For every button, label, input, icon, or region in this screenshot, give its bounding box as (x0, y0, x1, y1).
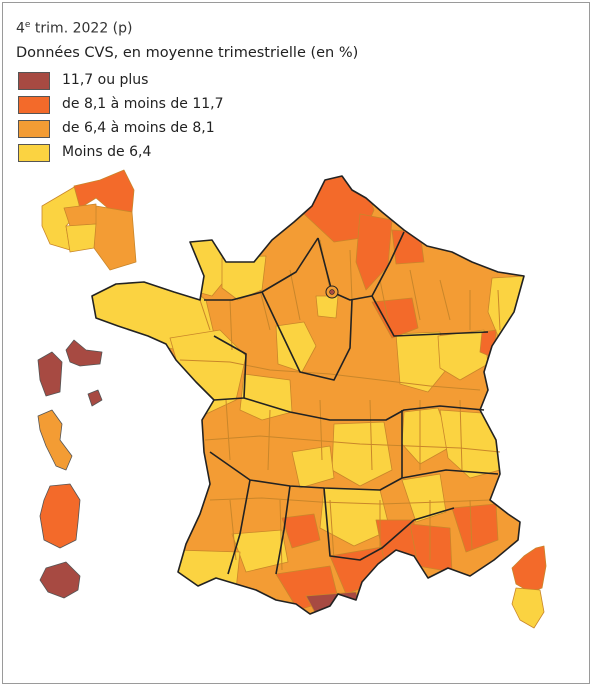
paris-marker (325, 285, 339, 299)
department-lines (179, 239, 501, 571)
reunion-shape (39, 561, 81, 599)
zone-limousin (291, 445, 335, 489)
legend-swatch (18, 120, 50, 138)
martinique-shape (37, 409, 73, 471)
zone-west-centre (239, 373, 293, 421)
zone-haute-corse (511, 545, 547, 593)
mainland-france (91, 175, 525, 615)
zone-paris-inset-south (65, 223, 97, 253)
zone-pyrenees-orientales (305, 591, 363, 614)
legend-label: 11,7 ou plus (62, 72, 149, 88)
region-borders (204, 231, 499, 575)
overseas-territories (37, 339, 103, 599)
paris-inset (41, 169, 137, 271)
zone-var-alpes-maritimes (451, 503, 499, 553)
zone-centre (275, 321, 317, 373)
zone-aube (371, 297, 419, 339)
zone-tarn (281, 513, 321, 549)
mainland-outline (91, 175, 525, 615)
legend-label: de 6,4 à moins de 8,1 (62, 120, 215, 136)
zone-paris-inset-center (63, 203, 97, 227)
zone-franche-comte (437, 329, 489, 381)
zone-picardie (355, 213, 393, 291)
legend-label: Moins de 6,4 (62, 144, 152, 160)
zone-bouches-du-rhone (409, 523, 453, 573)
legend-swatch (18, 72, 50, 90)
zone-corse-du-sud (511, 587, 545, 629)
zone-burgundy (395, 331, 447, 393)
zone-drome (401, 473, 447, 523)
zone-paris-west (315, 295, 339, 319)
legend-swatch (18, 96, 50, 114)
period-label: 4e trim. 2022 (p) (16, 20, 133, 37)
guadeloupe-shape (37, 339, 103, 407)
guyane-shape (39, 483, 81, 549)
map-subtitle: Données CVS, en moyenne trimestrielle (e… (16, 45, 359, 61)
zone-paris-inset-east (93, 205, 137, 271)
corsica (511, 545, 547, 629)
zone-landes-pyrenees (175, 549, 241, 593)
mainland-base-region (92, 176, 524, 614)
legend-swatch (18, 144, 50, 162)
zone-gironde (231, 529, 289, 573)
legend-label: de 8,1 à moins de 11,7 (62, 96, 224, 112)
